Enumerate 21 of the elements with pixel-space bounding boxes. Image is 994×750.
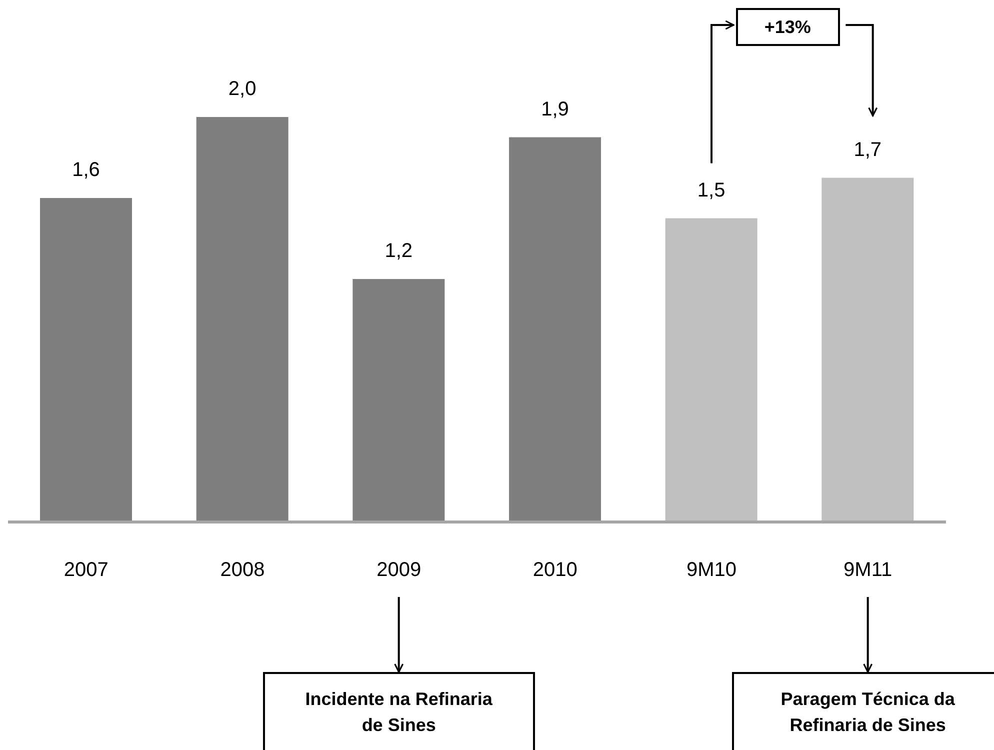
bar	[509, 137, 601, 522]
bar	[40, 198, 132, 522]
annotation: Paragem Técnica da Refinaria de Sines	[732, 672, 994, 750]
x-tick-label: 2010	[532, 559, 578, 582]
data-label: 1,2	[384, 240, 413, 262]
data-label: 1,5	[697, 179, 726, 202]
annotation: Incidente na Refinaria de Sines	[262, 672, 535, 750]
x-tick-label: 9M10	[686, 559, 737, 582]
bar	[196, 117, 288, 522]
x-tick-label: 2007	[64, 559, 108, 582]
bar	[822, 178, 914, 522]
data-label: 1,9	[541, 98, 569, 120]
text: +13%	[736, 8, 840, 46]
bar	[352, 279, 445, 522]
bar	[665, 218, 758, 522]
x-tick-label: 9M11	[844, 559, 892, 582]
data-label: 1,7	[854, 138, 882, 161]
x-tick-label: 2008	[220, 559, 265, 582]
data-label: 2,0	[228, 78, 256, 100]
x-tick-label: 2009	[376, 559, 422, 582]
data-label: 1,6	[72, 159, 100, 181]
